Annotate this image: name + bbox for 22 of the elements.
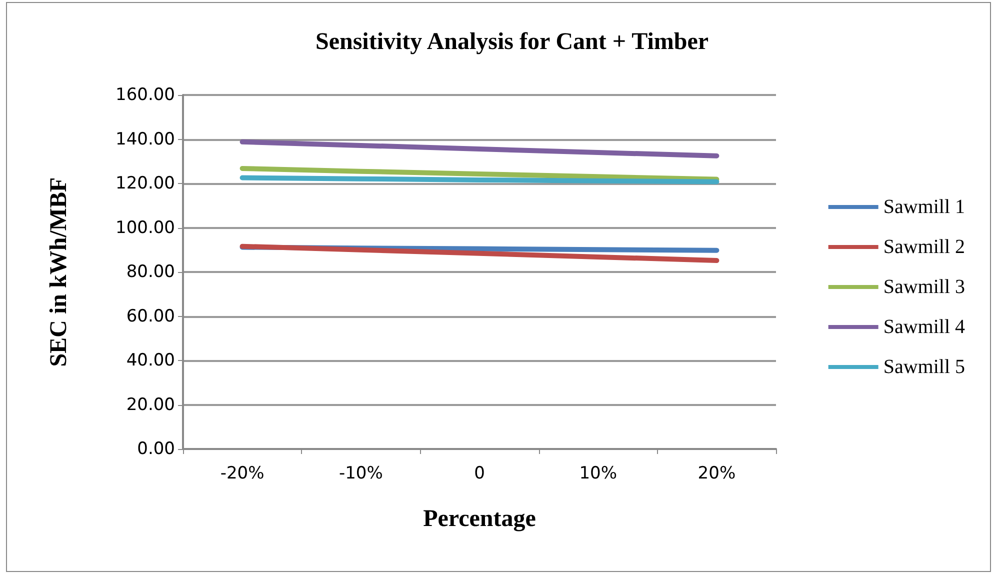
y-tick-label: 40.00 <box>126 350 175 370</box>
y-axis-title: SEC in kWh/MBF <box>46 177 72 367</box>
legend-label: Sawmill 3 <box>883 276 965 298</box>
y-tick-label: 160.00 <box>116 85 175 105</box>
x-tick-label: -20% <box>220 464 264 484</box>
x-tick-label: 20% <box>698 464 736 484</box>
x-tick-label: 0 <box>474 464 485 484</box>
y-tick-label: 80.00 <box>126 262 175 282</box>
legend-label: Sawmill 5 <box>883 356 965 378</box>
x-tick-label: -10% <box>338 464 383 484</box>
x-axis-title: Percentage <box>423 506 536 532</box>
y-tick-label: 0.00 <box>137 439 175 459</box>
y-tick-label: 60.00 <box>126 306 175 326</box>
legend-label: Sawmill 2 <box>883 236 965 258</box>
legend-label: Sawmill 4 <box>883 316 965 338</box>
y-tick-label: 140.00 <box>116 129 175 150</box>
y-tick-label: 120.00 <box>116 174 175 194</box>
y-tick-label: 100.00 <box>116 218 175 238</box>
x-tick-label: 10% <box>579 464 617 484</box>
chart-title: Sensitivity Analysis for Cant + Timber <box>315 29 709 55</box>
y-tick-label: 20.00 <box>126 394 175 415</box>
legend-label: Sawmill 1 <box>883 196 965 218</box>
